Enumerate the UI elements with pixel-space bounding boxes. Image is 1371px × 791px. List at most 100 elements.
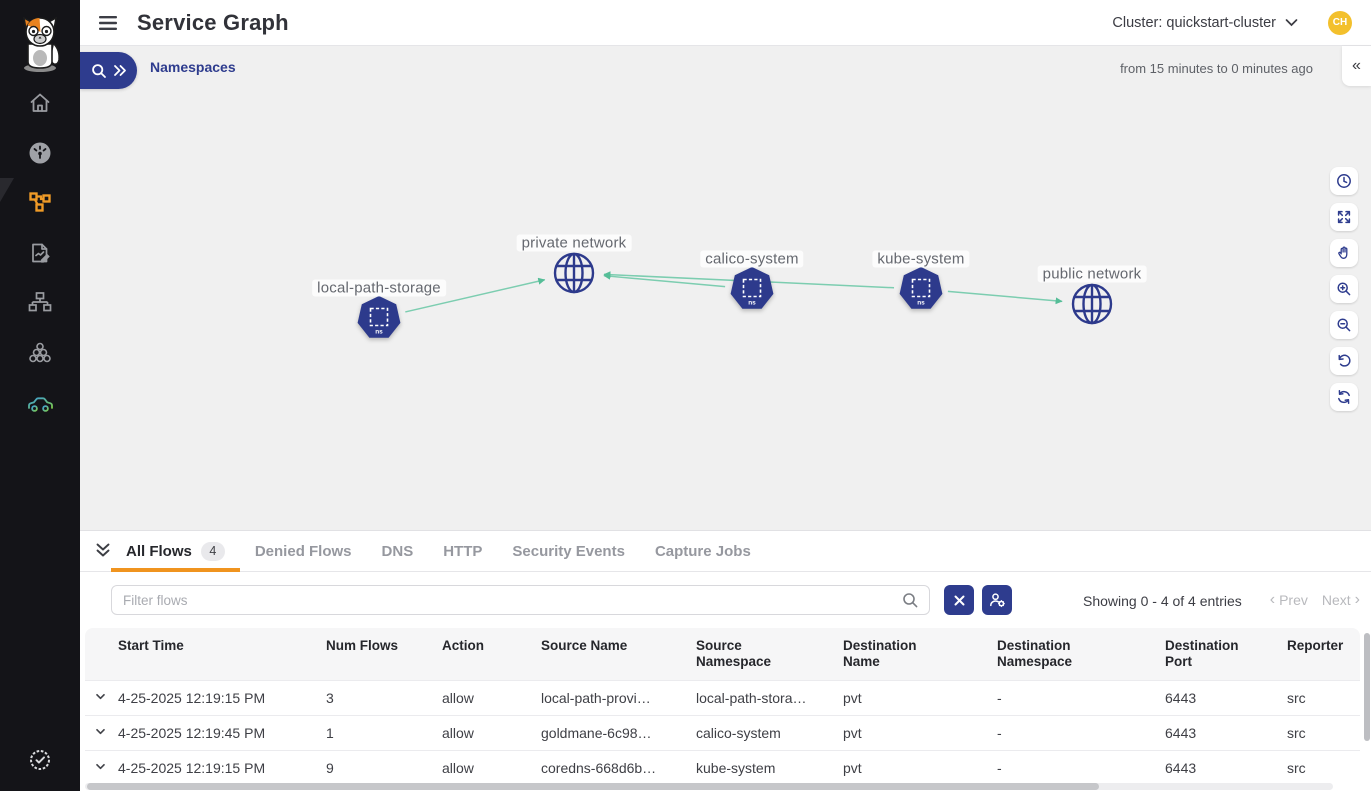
- tab-dns[interactable]: DNS: [367, 531, 429, 571]
- namespace-icon: ns: [356, 295, 402, 341]
- graph-node-label: public network: [1037, 265, 1147, 283]
- column-header[interactable]: Action: [436, 628, 535, 680]
- refresh-button[interactable]: [1330, 383, 1358, 411]
- row-expand-chevron-icon[interactable]: [94, 690, 108, 704]
- graph-node-label: calico-system: [700, 250, 804, 268]
- row-expand-chevron-icon[interactable]: [94, 725, 108, 739]
- sidebar-item-compliance[interactable]: [0, 747, 80, 773]
- table-cell: src: [1281, 679, 1360, 715]
- flows-tabs-row: All Flows 4 Denied Flows DNS HTTP Security Ev…: [80, 531, 1371, 572]
- tab-label: Denied Flows: [254, 542, 352, 560]
- cluster-selector[interactable]: Cluster: quickstart-cluster: [1112, 15, 1298, 31]
- clear-filter-button[interactable]: [944, 585, 974, 615]
- badge-check-icon: [27, 747, 53, 773]
- table-row[interactable]: 4-25-2025 12:19:15 PM 3 allow local-path-pr…: [85, 679, 1360, 715]
- table-cell: 6443: [1159, 679, 1281, 715]
- svg-text:ns: ns: [748, 300, 756, 307]
- column-header[interactable]: Destination Namespace: [991, 628, 1159, 680]
- table-cell: local-path-stora…: [690, 679, 837, 715]
- table-header-row: Start Time Num Flows Action Source Name Sour…: [85, 628, 1360, 680]
- sidebar-item-home[interactable]: [27, 90, 53, 116]
- double-chevron-left-icon: «: [1352, 57, 1361, 74]
- sidebar-item-traffic[interactable]: [27, 390, 53, 416]
- graph-edge: [947, 290, 1063, 305]
- expand-icon: [1336, 209, 1352, 225]
- vertical-scrollbar-thumb[interactable]: [1364, 633, 1370, 741]
- sidebar-item-dashboard[interactable]: [27, 140, 53, 166]
- collapse-right-panel-button[interactable]: «: [1342, 46, 1371, 86]
- table-cell: pvt: [837, 679, 991, 715]
- pan-hand-icon: [1336, 245, 1352, 261]
- undo-layout-button[interactable]: [1330, 347, 1358, 375]
- prev-page-button[interactable]: ‹ Prev: [1269, 591, 1308, 609]
- table-cell: 6443: [1159, 749, 1281, 785]
- undo-icon: [1336, 353, 1352, 369]
- sidebar-item-network[interactable]: [27, 290, 53, 316]
- table-row[interactable]: 4-25-2025 12:19:45 PM 1 allow goldmane-6c98…: [85, 714, 1360, 750]
- globe-icon: [1069, 281, 1115, 327]
- sidebar-active-indicator: [0, 178, 14, 202]
- vertical-scrollbar[interactable]: [1364, 631, 1370, 789]
- column-header[interactable]: Source Name: [535, 628, 690, 680]
- cluster-selector-label: Cluster: quickstart-cluster: [1112, 14, 1276, 31]
- table-cell: -: [991, 714, 1159, 750]
- tab-count-badge: 4: [200, 541, 225, 561]
- tab-label: Security Events: [512, 542, 625, 560]
- sidebar-item-clusters[interactable]: [27, 340, 53, 366]
- table-cell: 9: [320, 749, 436, 785]
- hamburger-menu-button[interactable]: [96, 11, 120, 35]
- flow-columns-settings-button[interactable]: [982, 585, 1012, 615]
- tab-http[interactable]: HTTP: [428, 531, 497, 571]
- namespace-icon: ns: [729, 266, 775, 312]
- fit-to-screen-button[interactable]: [1330, 203, 1358, 231]
- graph-edge: [603, 272, 726, 288]
- table-cell: allow: [436, 679, 535, 715]
- service-graph-icon: [27, 190, 53, 216]
- tab-security-events[interactable]: Security Events: [497, 531, 640, 571]
- sidebar-item-reports[interactable]: [27, 240, 53, 266]
- table-cell: 6443: [1159, 714, 1281, 750]
- filter-flows-input[interactable]: [111, 585, 930, 615]
- sidebar-nav: [0, 90, 80, 416]
- column-header[interactable]: Num Flows: [320, 628, 436, 680]
- tab-denied-flows[interactable]: Denied Flows: [240, 531, 367, 571]
- horizontal-scrollbar-thumb[interactable]: [87, 783, 1099, 790]
- column-header[interactable]: Destination Name: [837, 628, 991, 680]
- showing-entries-label: Showing 0 - 4 of 4 entries: [1083, 593, 1242, 609]
- column-header[interactable]: Source Namespace: [690, 628, 837, 680]
- page-title: Service Graph: [137, 9, 289, 35]
- zoom-in-button[interactable]: [1330, 275, 1358, 303]
- close-icon: [953, 594, 966, 607]
- sidebar-item-service-graph[interactable]: [27, 190, 53, 216]
- tab-capture-jobs[interactable]: Capture Jobs: [640, 531, 766, 571]
- horizontal-scrollbar[interactable]: [85, 783, 1333, 790]
- filter-search-icon[interactable]: [902, 592, 919, 609]
- graph-node-label: kube-system: [872, 250, 970, 268]
- table-cell: pvt: [837, 714, 991, 750]
- globe-icon: [551, 250, 597, 296]
- table-cell: local-path-provi…: [535, 679, 690, 715]
- row-expand-chevron-icon[interactable]: [94, 760, 108, 774]
- column-header[interactable]: Destination Port: [1159, 628, 1281, 680]
- next-page-button[interactable]: Next ›: [1321, 591, 1360, 609]
- graph-search-pill[interactable]: [80, 52, 137, 89]
- column-header[interactable]: Start Time: [112, 628, 320, 680]
- collapse-flows-panel-button[interactable]: [94, 542, 114, 562]
- zoom-out-button[interactable]: [1330, 311, 1358, 339]
- flows-panel: All Flows 4 Denied Flows DNS HTTP Security Ev…: [80, 530, 1371, 791]
- service-graph-canvas[interactable]: ns local-path-storage private network ns…: [80, 46, 1371, 530]
- column-header[interactable]: Reporter: [1281, 628, 1360, 680]
- pan-mode-button[interactable]: [1330, 239, 1358, 267]
- home-icon: [28, 91, 52, 115]
- avatar[interactable]: CH: [1328, 10, 1352, 35]
- table-cell: src: [1281, 749, 1360, 785]
- graph-edges: [405, 271, 1063, 313]
- tab-label: Capture Jobs: [654, 542, 751, 560]
- table-row[interactable]: 4-25-2025 12:19:15 PM 9 allow coredns-668d6…: [85, 749, 1360, 785]
- tab-all-flows[interactable]: All Flows 4: [111, 531, 240, 572]
- time-settings-button[interactable]: [1330, 167, 1358, 195]
- subbar: Namespaces from 15 minutes to 0 minutes …: [80, 46, 1371, 90]
- flows-filter-row: Showing 0 - 4 of 4 entries ‹Prev Next›: [80, 572, 1371, 628]
- breadcrumb-namespaces[interactable]: Namespaces: [150, 59, 236, 75]
